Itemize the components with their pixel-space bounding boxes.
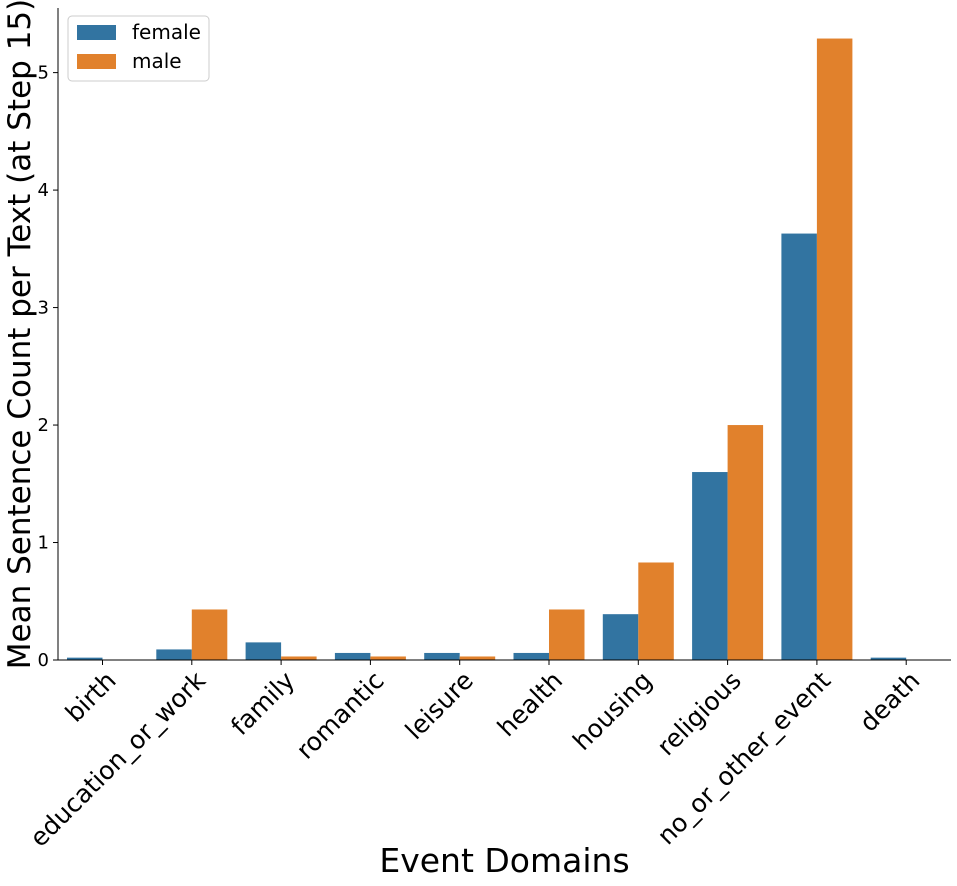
x-tick-label-romantic: romantic (291, 666, 390, 765)
bar-male-leisure (459, 656, 496, 660)
y-tick-label: 0 (38, 650, 49, 671)
bar-female-romantic (334, 652, 371, 660)
bar-female-birth (67, 657, 103, 660)
bar-female-death (870, 657, 907, 660)
y-tick-label: 2 (38, 415, 49, 436)
x-tick-label-health: health (492, 666, 568, 742)
bar-female-family (245, 642, 282, 660)
bar-female-no_or_other_event (781, 233, 817, 660)
x-axis-title: Event Domains (379, 841, 629, 880)
bar-male-education_or_work (191, 609, 228, 660)
legend: female male (67, 15, 210, 82)
bar-male-family (281, 656, 317, 660)
x-tick-label-leisure: leisure (400, 666, 479, 745)
bar-male-housing (638, 562, 674, 660)
bar-female-leisure (424, 652, 460, 660)
x-tick-label-housing: housing (567, 666, 657, 756)
y-tick-label: 3 (38, 298, 49, 319)
legend-label-female: female (132, 20, 201, 44)
x-tick-label-no_or_other_event: no_or_other_event (652, 666, 837, 851)
y-tick-label: 5 (38, 63, 49, 84)
y-axis-title: Mean Sentence Count per Text (at Step 15… (2, 0, 38, 669)
bar-male-health (549, 609, 585, 660)
y-tick-label: 1 (38, 533, 49, 554)
bar-male-romantic (370, 656, 406, 660)
x-tick-label-death: death (854, 666, 926, 738)
bars-group (67, 38, 907, 661)
bar-female-religious (692, 472, 728, 660)
x-tick-label-religious: religious (651, 666, 746, 761)
bar-male-religious (727, 425, 764, 660)
x-tick-label-birth: birth (60, 666, 122, 728)
bar-female-education_or_work (156, 649, 192, 660)
x-tick-label-family: family (225, 666, 300, 741)
bar-male-no_or_other_event (816, 38, 853, 661)
bar-female-housing (602, 614, 639, 660)
x-tick-label-education_or_work: education_or_work (24, 665, 211, 852)
bar-female-health (513, 652, 549, 660)
legend-label-male: male (132, 49, 182, 73)
legend-swatch-male (77, 54, 116, 69)
legend-swatch-female (77, 25, 116, 40)
y-tick-label: 4 (38, 180, 49, 201)
